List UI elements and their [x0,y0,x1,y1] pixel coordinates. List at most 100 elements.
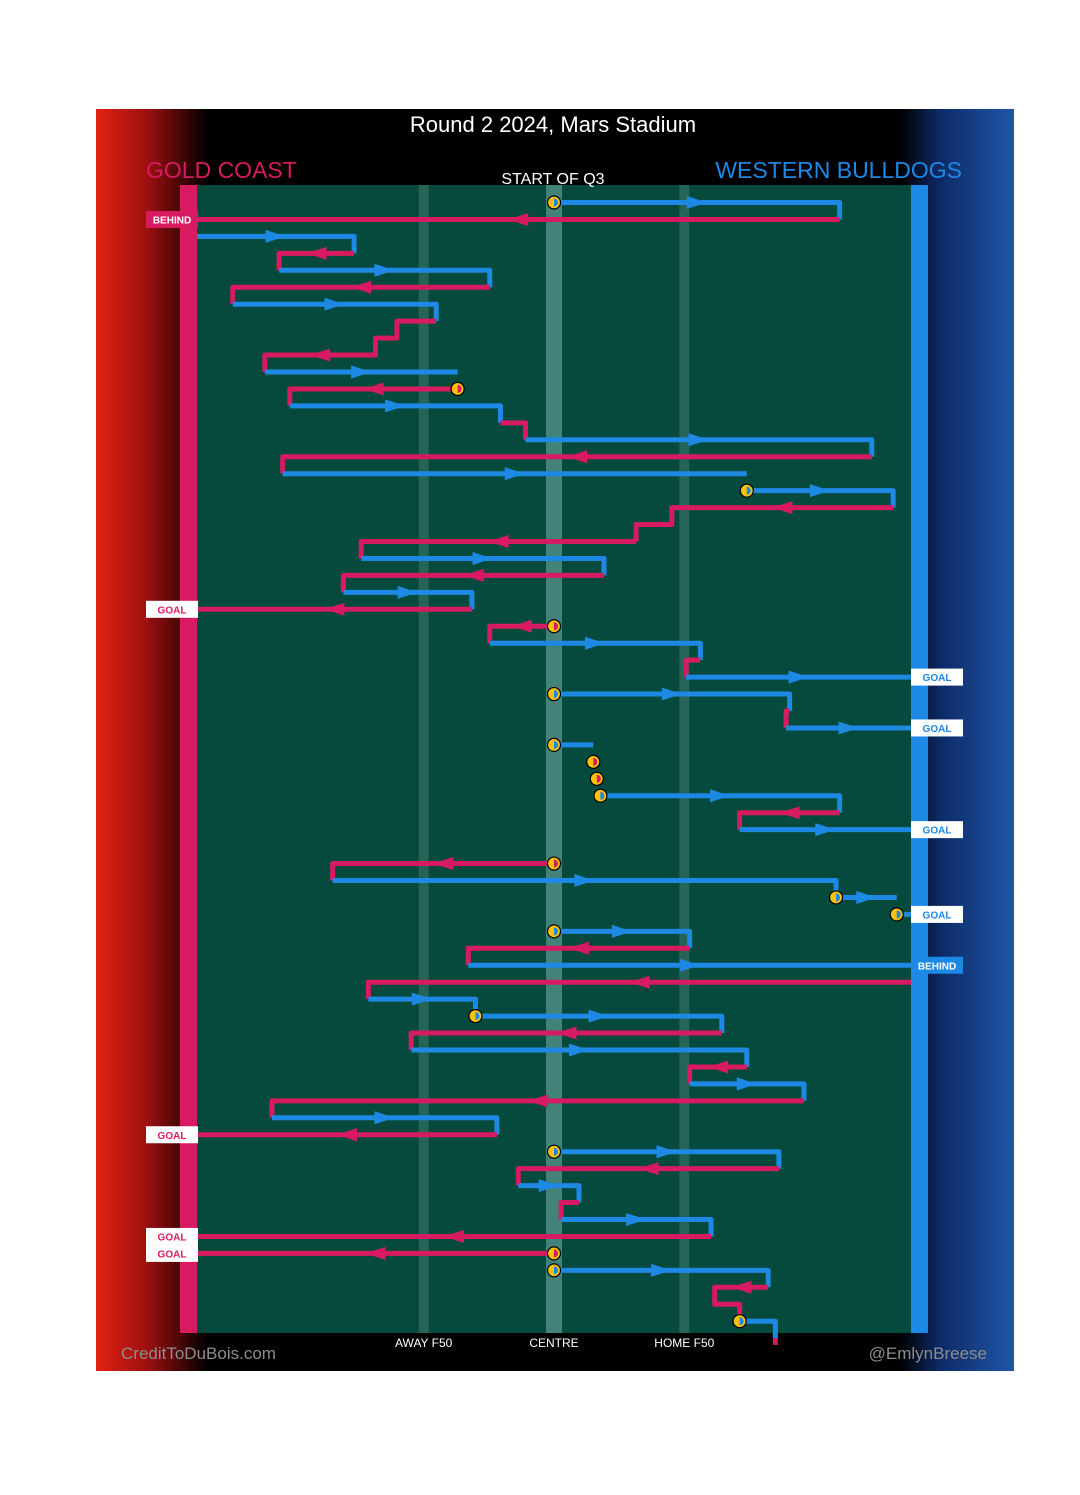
chain-23 [489,640,703,661]
chain-arrow-49 [527,1094,548,1108]
score-tag-label-58: GOAL [158,1249,187,1260]
chain-3 [276,250,355,271]
stoppage-marker-39 [546,924,562,939]
chain-arrow-10 [385,399,406,413]
score-tag-label-57: GOAL [158,1232,187,1243]
chain-arrow-43 [411,992,432,1006]
chain-arrow-37 [856,890,877,904]
score-tag-label-1: BEHIND [153,215,191,226]
chain-arrow-39 [611,924,632,938]
stoppage-marker-58 [546,1246,562,1261]
score-tag-1: BEHIND [146,210,198,228]
score-tag-51: GOAL [146,1126,198,1144]
chain-arrow-14 [504,467,525,481]
chain-arrow-17 [488,535,509,548]
chain-18 [361,555,607,576]
chain-arrow-23 [585,636,606,650]
chain-arrow-21 [324,602,345,616]
chain-19 [340,572,604,593]
score-tag-label-28: GOAL [923,724,952,735]
chain-arrow-15 [809,484,830,498]
score-tag-label-21: GOAL [158,605,187,616]
chain-2 [197,233,357,254]
home-goal-line [911,185,928,1333]
stoppage-marker-31 [589,771,604,786]
chain-arrow-60 [731,1280,752,1294]
chain-16 [633,505,894,542]
chain-55 [558,1200,579,1220]
chain-4 [279,267,493,288]
chain-arrow-59 [651,1263,672,1277]
chain-arrow-4 [374,263,395,277]
x-axis-tick-labels: AWAY F50 CENTRE HOME F50 [395,1336,715,1350]
chain-59 [554,1267,771,1288]
chain-arrow-7 [310,348,331,362]
stoppage-marker-30 [586,754,601,769]
stoppage-marker-0 [546,195,562,210]
chain-arrow-47 [708,1060,729,1074]
chain-arrow-18 [472,551,493,565]
chain-arrow-57 [444,1229,465,1243]
chain-0 [554,200,843,220]
chain-46 [411,1047,750,1067]
chain-39 [554,928,693,949]
chain-arrow-35 [433,857,454,871]
chain-44 [475,1013,725,1034]
chain-15 [746,488,896,508]
chain-61 [739,1318,778,1339]
tick-label-0: AWAY F50 [395,1336,453,1350]
chain-arrow-33 [779,806,800,820]
credit-left: CreditToDuBois.com [121,1344,276,1363]
stoppage-marker-38 [889,907,904,922]
score-tag-34: GOAL [911,821,963,839]
chain-20 [343,589,475,610]
chain-arrow-58 [365,1246,386,1260]
stoppage-marker-59 [546,1263,562,1278]
chain-24 [683,657,701,678]
stoppage-marker-61 [732,1314,747,1329]
chain-arrow-22 [511,619,532,633]
chain-22 [487,623,554,644]
chain-arrow-0 [686,196,707,209]
chain-40 [465,945,690,966]
chain-53 [515,1166,779,1186]
chain-arrow-51 [336,1128,357,1142]
possession-chains [197,196,911,1345]
chain-56 [561,1217,714,1237]
chain-33 [737,810,840,830]
chain-arrow-54 [538,1179,559,1193]
score-tag-label-25: GOAL [923,673,952,684]
chain-50 [271,1115,500,1135]
home-team-name: WESTERN BULLDOGS [715,157,962,183]
score-tag-58: GOAL [146,1244,198,1262]
score-tag-21: GOAL [146,600,198,618]
score-tag-57: GOAL [146,1227,198,1245]
chain-arrow-34 [815,823,836,837]
chain-arrow-50 [374,1111,395,1125]
zone-line-0 [418,185,429,1333]
stoppage-marker-44 [468,1008,483,1024]
chain-5 [230,284,490,305]
chain-11 [500,420,528,440]
chain-42 [365,979,911,1000]
chain-54 [518,1183,582,1203]
chain-arrow-19 [463,568,484,582]
chain-arrow-9 [363,382,384,396]
stoppage-marker-29 [546,737,562,753]
score-tag-label-38: GOAL [923,910,952,921]
chain-arrow-46 [568,1043,589,1057]
chain-arrow-8 [351,365,372,379]
stoppage-marker-15 [739,483,754,498]
chain-9 [287,386,458,406]
chain-45 [408,1030,722,1050]
zone-line-1 [546,185,562,1333]
tick-label-1: CENTRE [529,1336,578,1350]
stoppage-marker-22 [546,619,562,634]
chain-arrow-45 [556,1026,577,1040]
stoppage-marker-26 [546,686,562,702]
chain-arrow-36 [574,874,595,887]
score-tag-label-41: BEHIND [918,961,956,972]
score-tags: BEHIND GOAL GOAL GOAL GOAL GOAL BEHIND GOAL GOAL… [146,210,963,1262]
tick-label-2: HOME F50 [654,1336,714,1350]
